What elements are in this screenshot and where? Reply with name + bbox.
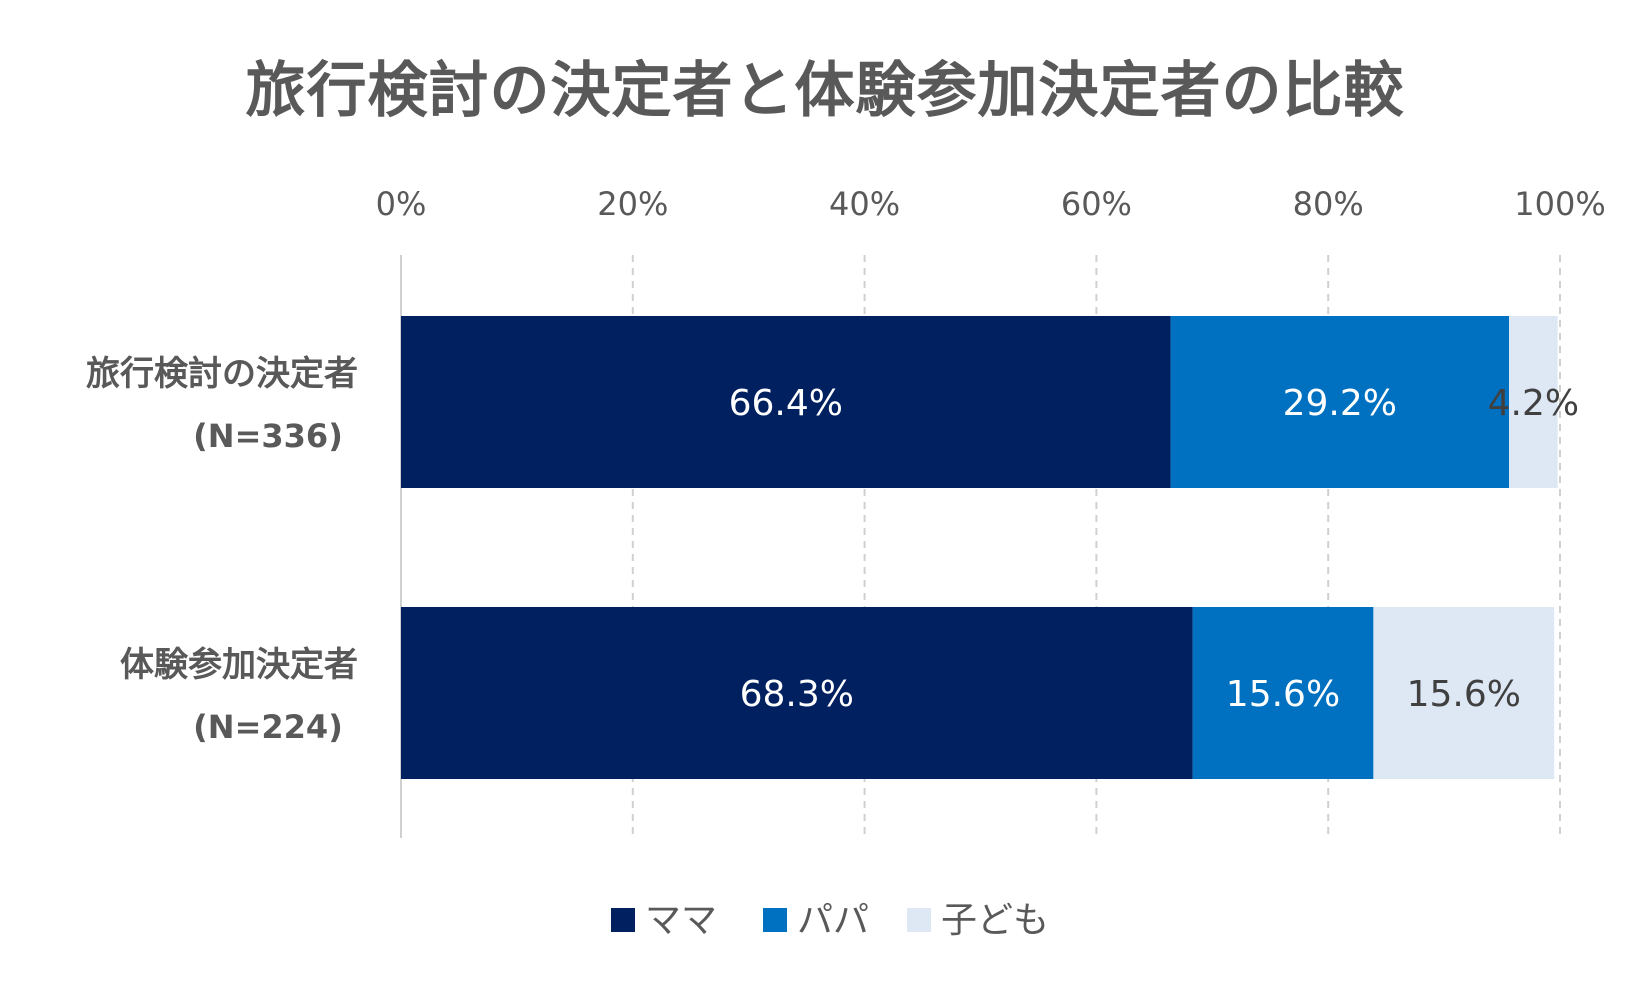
x-tick-label: 20% — [597, 185, 668, 223]
legend-label: ママ — [645, 900, 717, 941]
bar-segment — [1373, 607, 1555, 779]
data-label: 4.2% — [1488, 383, 1579, 424]
x-tick-label: 60% — [1061, 185, 1132, 223]
data-label: 68.3% — [740, 674, 854, 715]
bar-segment — [401, 316, 1171, 488]
category-label: 旅行検討の決定者 — [86, 354, 358, 394]
x-tick-label: 40% — [829, 185, 900, 223]
legend-label: パパ — [797, 900, 869, 941]
data-label: 15.6% — [1407, 674, 1521, 715]
legend-swatch — [611, 908, 635, 932]
bar-segment — [401, 607, 1193, 779]
legend-label: 子ども — [941, 900, 1049, 941]
x-tick-label: 80% — [1293, 185, 1364, 223]
legend-swatch — [907, 908, 931, 932]
data-label: 66.4% — [729, 383, 843, 424]
bar-segment — [1192, 607, 1374, 779]
category-n-label: (N=336) — [193, 417, 343, 455]
bar-segment — [1509, 316, 1558, 488]
chart-title: 旅行検討の決定者と体験参加決定者の比較 — [245, 56, 1405, 126]
category-n-label: (N=224) — [193, 708, 343, 746]
data-label: 15.6% — [1226, 674, 1340, 715]
bar-segment — [1170, 316, 1510, 488]
data-label: 29.2% — [1283, 383, 1397, 424]
legend-swatch — [763, 908, 787, 932]
x-tick-label: 100% — [1514, 185, 1605, 223]
category-label: 体験参加決定者 — [120, 645, 358, 685]
x-tick-label: 0% — [376, 185, 427, 223]
